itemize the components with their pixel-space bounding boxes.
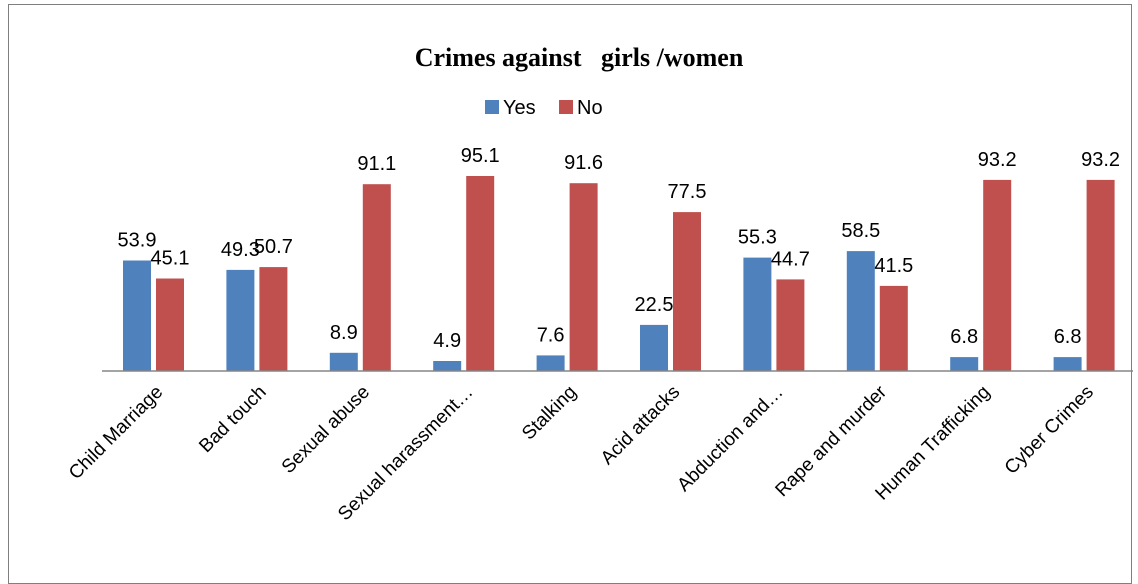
- legend-label-yes: Yes: [503, 97, 536, 119]
- data-label-yes-8: 58.5: [841, 220, 880, 242]
- bar-no-5: [569, 183, 598, 371]
- category-label-3: Sexual abuse: [278, 382, 374, 478]
- data-label-no-8: 41.5: [874, 255, 913, 277]
- data-label-yes-6: 22.5: [635, 294, 674, 316]
- data-label-yes-4: 4.9: [433, 330, 461, 352]
- chart-frame: Crimes against girls /women Yes No 53.9 49…: [8, 4, 1133, 584]
- data-label-no-3: 91.1: [357, 153, 396, 175]
- data-label-yes-3: 8.9: [330, 322, 358, 344]
- data-label-no-10: 93.2: [1081, 149, 1120, 171]
- bars-group: [123, 176, 1115, 371]
- bar-no-9: [983, 179, 1012, 371]
- category-label-7: Abduction and…: [673, 382, 787, 496]
- data-label-no-4: 95.1: [461, 145, 500, 167]
- bar-no-3: [362, 184, 391, 371]
- data-label-yes-2: 49.3: [221, 239, 260, 261]
- category-label-9: Human Trafficking: [872, 382, 995, 505]
- category-label-1: Child Marriage: [65, 382, 167, 484]
- data-label-no-5: 91.6: [564, 152, 603, 174]
- bar-yes-9: [950, 357, 979, 371]
- bar-no-8: [879, 285, 908, 371]
- bar-chart: Crimes against girls /women Yes No 53.9 49…: [65, 43, 1133, 525]
- bar-no-2: [259, 267, 288, 371]
- bar-yes-5: [536, 355, 565, 371]
- category-label-8: Rape and murder: [772, 381, 892, 501]
- chart-title: Crimes against girls /women: [415, 43, 744, 72]
- category-label-5: Stalking: [518, 382, 581, 445]
- bar-yes-1: [123, 260, 151, 371]
- legend-swatch-yes: [485, 100, 499, 114]
- data-label-yes-7: 55.3: [738, 227, 777, 249]
- bar-yes-10: [1053, 357, 1082, 371]
- bar-no-6: [673, 212, 701, 371]
- bar-yes-3: [329, 352, 358, 371]
- data-label-no-7: 44.7: [771, 248, 810, 270]
- category-label-10: Cyber Crimes: [1001, 382, 1098, 479]
- data-label-yes-1: 53.9: [118, 230, 157, 252]
- legend-label-no: No: [577, 97, 603, 119]
- data-label-yes-10: 6.8: [1054, 326, 1082, 348]
- category-label-6: Acid attacks: [597, 382, 684, 469]
- bar-no-4: [466, 176, 495, 371]
- bar-no-7: [776, 279, 805, 371]
- bar-yes-6: [640, 324, 668, 371]
- bar-no-10: [1086, 179, 1115, 371]
- data-label-yes-9: 6.8: [950, 326, 978, 348]
- category-label-2: Bad touch: [195, 382, 270, 457]
- data-label-no-9: 93.2: [978, 149, 1017, 171]
- data-label-no-2: 50.7: [254, 236, 293, 258]
- bar-yes-8: [846, 251, 875, 371]
- bar-yes-4: [433, 361, 462, 371]
- category-labels-group: Child Marriage Bad touch Sexual abuseSexua…: [65, 381, 1098, 525]
- legend-swatch-no: [559, 100, 573, 114]
- bar-no-1: [156, 278, 184, 371]
- bar-yes-7: [743, 257, 772, 371]
- data-label-no-6: 77.5: [668, 181, 707, 203]
- data-label-yes-5: 7.6: [537, 324, 565, 346]
- legend: Yes No: [485, 97, 603, 119]
- data-label-no-1: 45.1: [151, 248, 190, 270]
- bar-yes-2: [226, 269, 255, 371]
- data-labels-group: 53.9 49.3 8.9 4.9 7.6 22.5 55.3 58.5 6.8 6.8 45.1 5…: [118, 145, 1121, 352]
